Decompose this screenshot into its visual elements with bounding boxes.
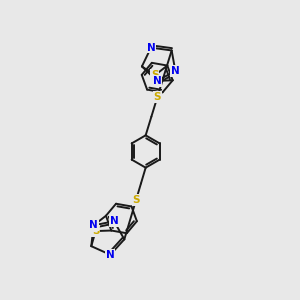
Text: N: N <box>106 250 115 260</box>
Text: S: S <box>92 226 99 236</box>
Text: N: N <box>147 43 155 52</box>
Text: S: S <box>151 70 159 80</box>
Text: S: S <box>154 92 161 102</box>
Text: N: N <box>171 66 180 76</box>
Text: N: N <box>89 220 98 230</box>
Text: N: N <box>153 76 161 86</box>
Text: S: S <box>132 195 140 205</box>
Text: N: N <box>110 216 118 226</box>
